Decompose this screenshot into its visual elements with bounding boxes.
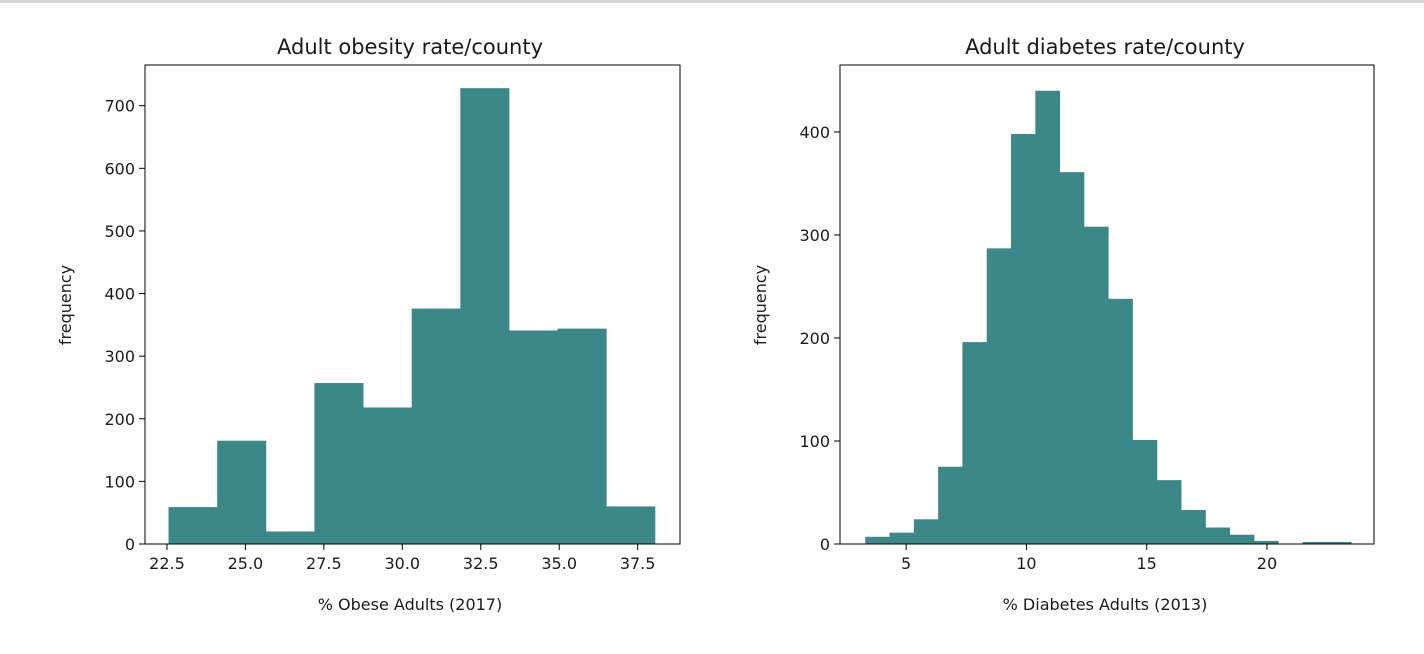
x-tick-label: 37.5 <box>620 554 656 573</box>
y-tick-label: 100 <box>799 432 830 451</box>
plot-frame <box>839 64 1375 545</box>
chart-title: Adult diabetes rate/county <box>965 35 1245 59</box>
x-axis-label: % Obese Adults (2017) <box>318 595 502 614</box>
x-tick-label: 30.0 <box>384 554 420 573</box>
chart-title: Adult obesity rate/county <box>277 35 543 59</box>
histogram-bar <box>1302 541 1328 544</box>
histogram-bar <box>411 308 461 544</box>
histogram-bar <box>1035 90 1061 544</box>
x-ticks-diabetes: 5 10 15 20 <box>901 544 1277 573</box>
histogram-bar <box>1156 480 1182 544</box>
histogram-bar <box>962 342 988 544</box>
histogram-bar <box>168 507 218 544</box>
x-axis-label: % Diabetes Adults (2013) <box>1003 595 1208 614</box>
x-tick-label: 27.5 <box>306 554 342 573</box>
histogram-bar <box>363 407 413 544</box>
histogram-bar <box>265 531 315 544</box>
histogram-bar <box>557 328 607 544</box>
y-tick-label: 0 <box>820 535 830 554</box>
y-tick-label: 300 <box>799 226 830 245</box>
y-tick-label: 600 <box>104 159 135 178</box>
y-tick-label: 400 <box>104 285 135 304</box>
histogram-bar <box>1229 534 1255 544</box>
histogram-bar <box>606 506 656 544</box>
x-tick-label: 22.5 <box>149 554 185 573</box>
histogram-bar <box>889 532 915 544</box>
histogram-bar <box>1132 439 1158 544</box>
histogram-bar <box>865 536 890 544</box>
histogram-bar <box>1108 298 1133 544</box>
x-tick-label: 25.0 <box>228 554 264 573</box>
chart-obesity: Adult obesity rate/county 22.5 25.0 27.5 30… <box>56 35 681 614</box>
x-tick-label: 5 <box>901 554 911 573</box>
y-ticks-diabetes: 0 100 200 300 400 <box>799 123 840 554</box>
y-tick-label: 0 <box>125 535 135 554</box>
y-tick-label: 300 <box>104 347 135 366</box>
x-ticks-obesity: 22.5 25.0 27.5 30.0 32.5 35.0 37.5 <box>149 544 655 573</box>
y-tick-label: 700 <box>104 97 135 116</box>
y-tick-label: 100 <box>104 472 135 491</box>
y-axis-label: frequency <box>56 265 75 345</box>
histogram-bar <box>314 383 364 544</box>
y-tick-label: 200 <box>799 329 830 348</box>
x-tick-label: 10 <box>1016 554 1036 573</box>
bars-diabetes <box>865 90 1352 545</box>
histogram-bar <box>1083 226 1109 545</box>
histogram-bar <box>460 88 510 545</box>
bars-obesity <box>168 88 656 545</box>
histogram-bar <box>938 466 963 544</box>
histogram-bar <box>1253 540 1279 544</box>
histogram-bar <box>1205 527 1231 544</box>
histogram-bar <box>986 248 1012 545</box>
y-tick-label: 200 <box>104 410 135 429</box>
x-tick-label: 35.0 <box>541 554 577 573</box>
plot-frame <box>144 64 681 545</box>
histogram-bar <box>1181 510 1206 544</box>
y-axis-label: frequency <box>751 265 770 345</box>
y-tick-label: 500 <box>104 222 135 241</box>
histogram-bar <box>1011 134 1036 544</box>
top-border <box>0 0 1424 3</box>
histogram-bar <box>1059 172 1085 544</box>
chart-diabetes: Adult diabetes rate/county 5 10 15 20 0 100 2… <box>751 35 1375 614</box>
x-tick-label: 15 <box>1137 554 1157 573</box>
histogram-bar <box>1326 541 1352 544</box>
histogram-bar <box>508 330 559 544</box>
histogram-bar <box>217 440 267 544</box>
histogram-bar <box>913 519 939 544</box>
x-tick-label: 20 <box>1257 554 1277 573</box>
x-tick-label: 32.5 <box>463 554 499 573</box>
y-tick-label: 400 <box>799 123 830 142</box>
y-ticks-obesity: 0 100 200 300 400 500 600 700 <box>104 97 145 554</box>
